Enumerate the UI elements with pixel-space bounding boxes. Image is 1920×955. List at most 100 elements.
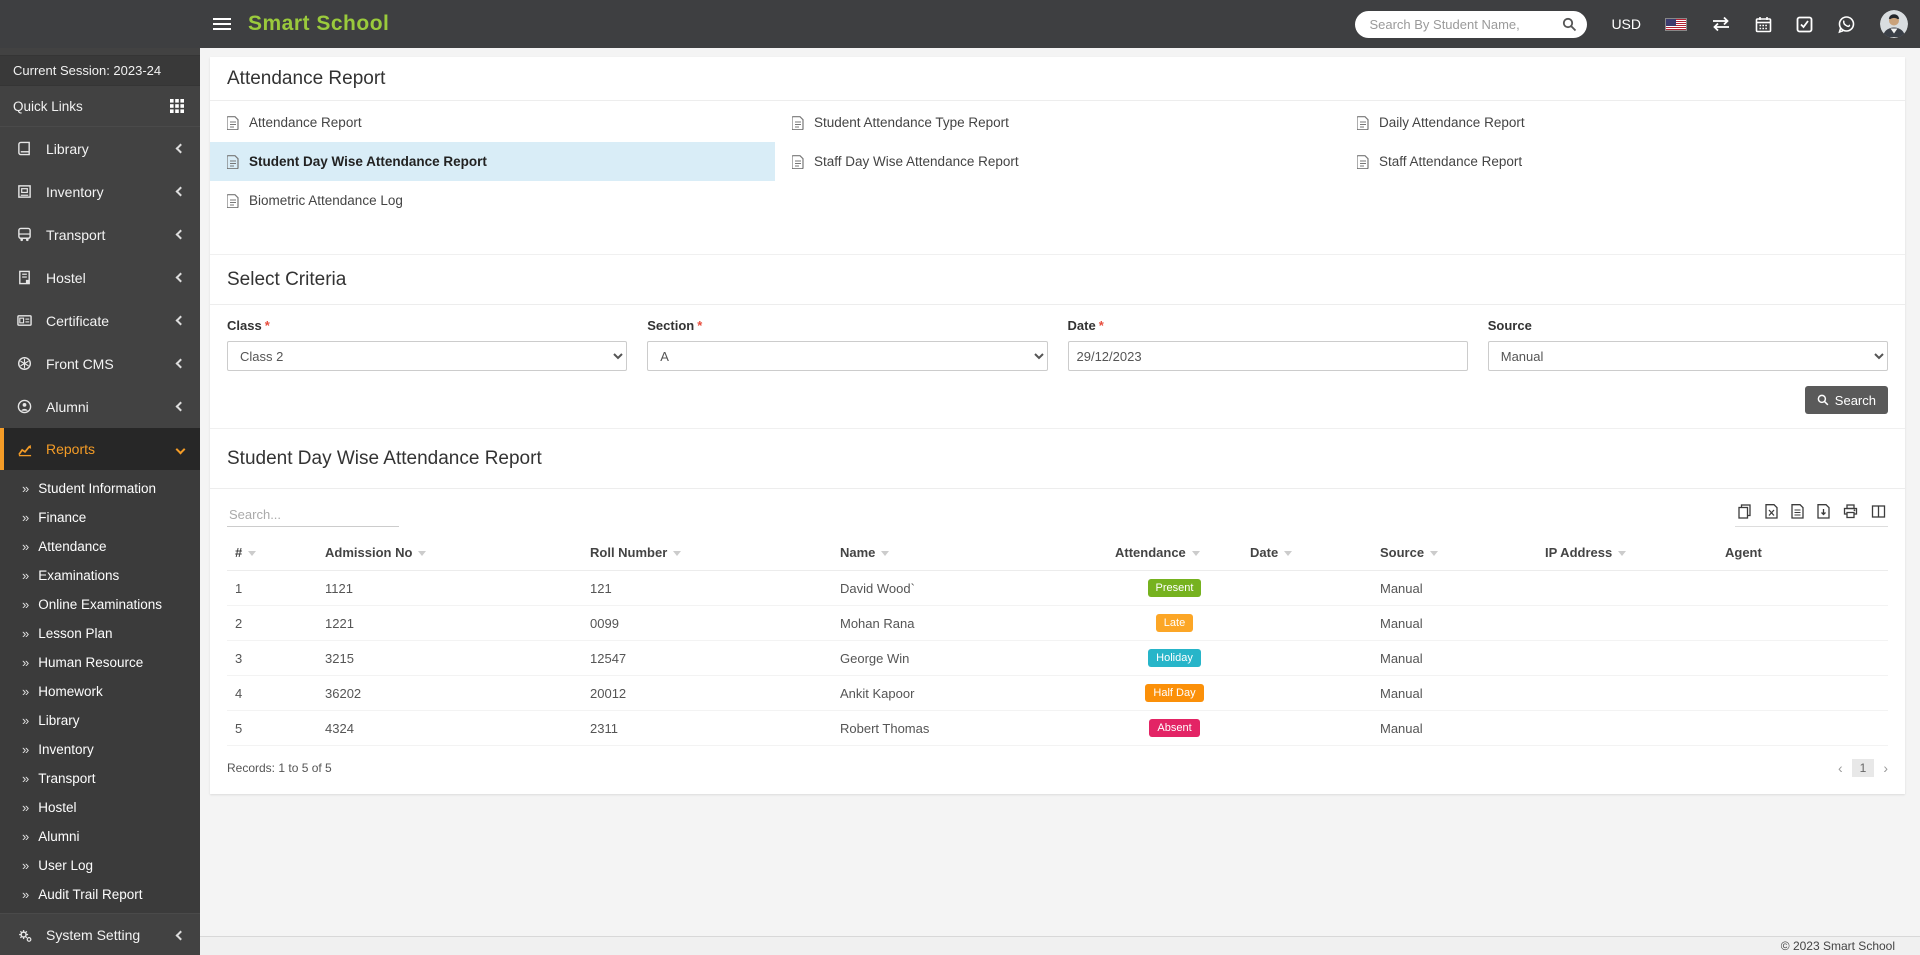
sidebar-subitem-alumni[interactable]: » Alumni	[22, 829, 80, 844]
double-chevron-icon: »	[22, 684, 30, 699]
sidebar-item-front-cms[interactable]: Front CMS	[0, 342, 200, 385]
columns-icon[interactable]	[1871, 504, 1886, 519]
box-icon	[17, 184, 33, 199]
user-avatar[interactable]	[1880, 10, 1908, 38]
whatsapp-icon[interactable]	[1837, 15, 1856, 34]
sidebar-subitem-user-log[interactable]: » User Log	[22, 858, 94, 873]
sort-caret-icon	[673, 551, 682, 557]
col-header-source[interactable]: Source	[1372, 535, 1537, 571]
print-icon[interactable]	[1843, 504, 1858, 519]
file-icon	[1357, 115, 1369, 130]
sidebar-subitem-transport[interactable]: » Transport	[22, 771, 96, 786]
pdf-icon[interactable]	[1817, 504, 1830, 519]
exchange-icon[interactable]	[1711, 16, 1731, 32]
copy-icon[interactable]	[1737, 504, 1752, 519]
table-row[interactable]: 2 1221 0099 Mohan Rana Late Manual	[227, 605, 1888, 641]
sidebar-item-alumni[interactable]: Alumni	[0, 385, 200, 428]
double-chevron-icon: »	[22, 539, 30, 554]
double-chevron-icon: »	[22, 742, 30, 757]
col-header-date[interactable]: Date	[1242, 535, 1372, 571]
sidebar-subitem-library[interactable]: » Library	[22, 713, 80, 728]
currency-label[interactable]: USD	[1611, 16, 1641, 32]
link-student-day-wise-attendance-report[interactable]: Student Day Wise Attendance Report	[210, 142, 775, 181]
sidebar-subitem-lesson-plan[interactable]: » Lesson Plan	[22, 626, 113, 641]
sort-caret-icon	[1191, 551, 1200, 557]
double-chevron-icon: »	[22, 887, 30, 902]
csv-icon[interactable]	[1791, 504, 1804, 519]
excel-icon[interactable]	[1765, 504, 1778, 519]
us-flag-icon[interactable]	[1665, 17, 1687, 31]
required-asterisk: *	[1098, 318, 1104, 333]
sidebar-subitem-audit-trail-report[interactable]: » Audit Trail Report	[22, 887, 143, 902]
link-biometric-attendance-log[interactable]: Biometric Attendance Log	[210, 181, 775, 220]
class-select[interactable]: Class 2	[227, 341, 628, 371]
sidebar-subitem-attendance[interactable]: » Attendance	[22, 539, 107, 554]
sidebar-item-transport[interactable]: Transport	[0, 213, 200, 256]
global-search-input[interactable]	[1369, 16, 1563, 32]
col-header-number[interactable]: #	[227, 535, 317, 571]
export-toolbar	[1735, 504, 1888, 527]
page-title: Attendance Report	[210, 57, 1905, 101]
file-icon	[792, 154, 804, 169]
gears-icon	[17, 928, 33, 943]
double-chevron-icon: »	[22, 597, 30, 612]
sidebar-subitem-online-examinations[interactable]: » Online Examinations	[22, 597, 163, 612]
sort-caret-icon	[1284, 551, 1293, 557]
sidebar-item-certificate[interactable]: Certificate	[0, 299, 200, 342]
link-attendance-report[interactable]: Attendance Report	[210, 103, 775, 142]
sidebar-subitem-inventory[interactable]: » Inventory	[22, 742, 94, 757]
sidebar-subitem-student-information[interactable]: » Student Information	[22, 481, 157, 496]
search-icon[interactable]	[1562, 17, 1577, 32]
table-row[interactable]: 3 3215 12547 George Win Holiday Manual	[227, 640, 1888, 676]
hamburger-menu-icon[interactable]	[213, 15, 231, 33]
criteria-search-button[interactable]: Search	[1804, 386, 1888, 414]
bus-icon	[17, 227, 33, 242]
attendance-table-section: Student Day Wise Attendance Report	[210, 428, 1905, 794]
double-chevron-icon: »	[22, 829, 30, 844]
source-select[interactable]: Manual	[1487, 341, 1888, 371]
sort-caret-icon	[1430, 551, 1439, 557]
link-daily-attendance-report[interactable]: Daily Attendance Report	[1340, 103, 1905, 142]
pagination-prev[interactable]: ‹	[1837, 760, 1843, 776]
link-staff-day-wise-attendance-report[interactable]: Staff Day Wise Attendance Report	[775, 142, 1340, 181]
quick-links[interactable]: Quick Links	[0, 86, 200, 127]
table-row[interactable]: 1 1121 121 David Wood` Present Manual	[227, 570, 1888, 606]
sidebar-subitem-hostel[interactable]: » Hostel	[22, 800, 77, 815]
col-header-roll-number[interactable]: Roll Number	[582, 535, 832, 571]
sidebar-item-hostel[interactable]: Hostel	[0, 256, 200, 299]
section-select[interactable]: A	[647, 341, 1048, 371]
pagination-next[interactable]: ›	[1883, 760, 1888, 776]
double-chevron-icon: »	[22, 510, 30, 525]
sidebar-item-system-setting[interactable]: System Setting	[0, 913, 200, 955]
sidebar-item-library[interactable]: Library	[0, 127, 200, 170]
table-search-input[interactable]	[227, 503, 399, 527]
table-header-row: # Admission No Roll Number Name Attendan…	[227, 535, 1888, 571]
col-header-ip-address[interactable]: IP Address	[1537, 535, 1717, 571]
status-badge: Half Day	[1145, 684, 1204, 702]
link-staff-attendance-report[interactable]: Staff Attendance Report	[1340, 142, 1905, 181]
sidebar-item-reports[interactable]: Reports	[0, 428, 200, 470]
table-row[interactable]: 4 36202 20012 Ankit Kapoor Half Day Manual	[227, 675, 1888, 711]
date-input[interactable]	[1067, 341, 1468, 371]
source-field: Source Manual	[1487, 318, 1888, 371]
table-row[interactable]: 5 4324 2311 Robert Thomas Absent Manual	[227, 710, 1888, 746]
sidebar-subitem-finance[interactable]: » Finance	[22, 510, 87, 525]
brand-logo[interactable]: Smart School	[248, 12, 390, 35]
chevron-left-icon	[175, 315, 186, 326]
file-icon	[792, 115, 804, 130]
col-header-name[interactable]: Name	[832, 535, 1107, 571]
building-icon	[17, 270, 33, 285]
sidebar-subitem-human-resource[interactable]: » Human Resource	[22, 655, 144, 670]
main-content: Attendance Report Attendance Report Stud…	[200, 48, 1920, 955]
tasks-icon[interactable]	[1796, 16, 1813, 33]
select-criteria-title: Select Criteria	[210, 255, 1905, 305]
double-chevron-icon: »	[22, 481, 30, 496]
link-student-attendance-type-report[interactable]: Student Attendance Type Report	[775, 103, 1340, 142]
sidebar-subitem-examinations[interactable]: » Examinations	[22, 568, 120, 583]
col-header-attendance[interactable]: Attendance	[1107, 535, 1242, 571]
pagination-page-1[interactable]: 1	[1851, 759, 1875, 777]
col-header-admission-no[interactable]: Admission No	[317, 535, 582, 571]
sidebar-item-inventory[interactable]: Inventory	[0, 170, 200, 213]
calendar-icon[interactable]	[1755, 16, 1772, 33]
sidebar-subitem-homework[interactable]: » Homework	[22, 684, 103, 699]
